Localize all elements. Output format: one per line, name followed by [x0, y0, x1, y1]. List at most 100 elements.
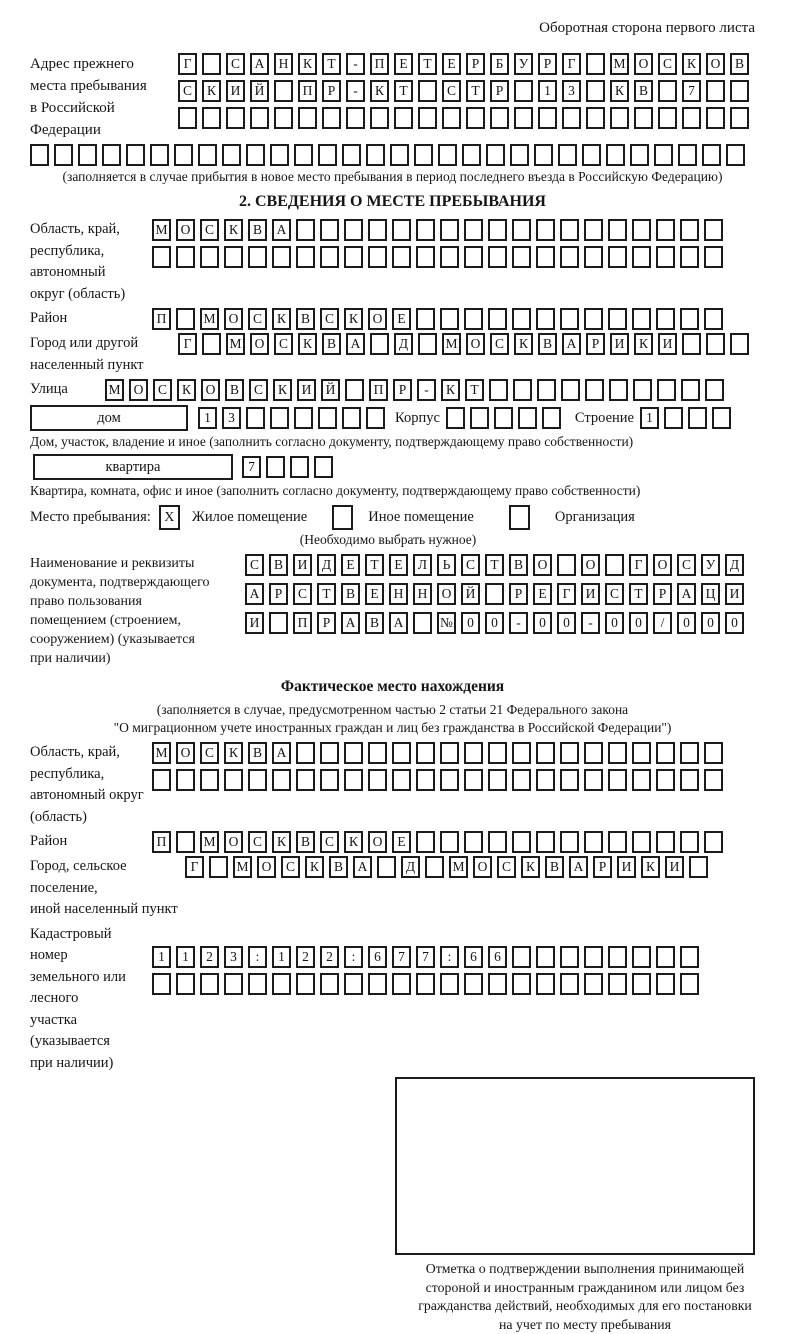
char-box[interactable] — [269, 612, 288, 634]
char-box[interactable]: - — [509, 612, 528, 634]
char-box[interactable] — [584, 246, 603, 268]
char-box[interactable]: С — [677, 554, 696, 576]
char-box[interactable] — [608, 246, 627, 268]
char-box[interactable] — [608, 308, 627, 330]
char-box[interactable]: В — [365, 612, 384, 634]
char-box[interactable]: № — [437, 612, 456, 634]
char-box[interactable] — [368, 219, 387, 241]
char-box[interactable] — [608, 769, 627, 791]
char-box[interactable] — [704, 308, 723, 330]
char-box[interactable] — [657, 379, 676, 401]
char-box[interactable]: : — [248, 945, 267, 968]
char-box[interactable] — [274, 107, 293, 129]
char-box[interactable]: С — [274, 333, 293, 355]
char-box[interactable] — [176, 972, 195, 995]
char-box[interactable]: 0 — [533, 612, 552, 634]
char-box[interactable] — [270, 407, 289, 429]
char-box[interactable]: С — [442, 80, 461, 102]
char-box[interactable] — [560, 246, 579, 268]
char-box[interactable] — [656, 742, 675, 764]
char-box[interactable]: А — [677, 583, 696, 605]
char-box[interactable] — [680, 742, 699, 764]
char-box[interactable]: А — [250, 53, 269, 75]
char-box[interactable]: Т — [418, 53, 437, 75]
char-box[interactable] — [298, 107, 317, 129]
char-box[interactable]: В — [545, 856, 564, 878]
char-box[interactable] — [562, 107, 581, 129]
char-box[interactable] — [486, 144, 505, 166]
char-box[interactable]: Т — [466, 80, 485, 102]
char-box[interactable] — [438, 144, 457, 166]
char-box[interactable]: Н — [413, 583, 432, 605]
char-box[interactable]: О — [224, 831, 243, 853]
stroenie-boxrow[interactable]: 1 — [639, 407, 731, 429]
char-box[interactable] — [266, 456, 285, 478]
char-box[interactable]: 7 — [682, 80, 701, 102]
char-box[interactable] — [512, 742, 531, 764]
char-box[interactable]: В — [509, 554, 528, 576]
char-box[interactable] — [584, 219, 603, 241]
char-box[interactable]: 0 — [461, 612, 480, 634]
char-box[interactable] — [469, 407, 489, 429]
char-box[interactable]: М — [105, 379, 124, 401]
char-box[interactable]: Д — [401, 856, 420, 878]
char-box[interactable]: И — [297, 379, 316, 401]
char-box[interactable] — [706, 333, 725, 355]
char-box[interactable]: А — [562, 333, 581, 355]
char-box[interactable] — [608, 945, 627, 968]
char-box[interactable] — [174, 144, 193, 166]
char-box[interactable] — [541, 407, 561, 429]
char-box[interactable] — [632, 769, 651, 791]
char-box[interactable] — [680, 769, 699, 791]
char-box[interactable] — [536, 246, 555, 268]
char-box[interactable] — [680, 831, 699, 853]
char-box[interactable] — [346, 107, 365, 129]
char-box[interactable]: К — [224, 742, 243, 764]
char-box[interactable] — [272, 246, 291, 268]
char-box[interactable] — [561, 379, 580, 401]
char-box[interactable] — [512, 972, 531, 995]
char-box[interactable]: - — [581, 612, 600, 634]
char-box[interactable] — [392, 972, 411, 995]
char-box[interactable] — [440, 742, 459, 764]
char-box[interactable] — [440, 769, 459, 791]
char-box[interactable]: 0 — [605, 612, 624, 634]
char-box[interactable]: И — [293, 554, 312, 576]
char-box[interactable] — [560, 308, 579, 330]
char-box[interactable]: 7 — [416, 945, 435, 968]
char-box[interactable]: 0 — [677, 612, 696, 634]
char-box[interactable] — [704, 831, 723, 853]
char-box[interactable]: К — [521, 856, 540, 878]
char-box[interactable]: Т — [322, 53, 341, 75]
char-box[interactable] — [510, 144, 529, 166]
char-box[interactable]: Т — [465, 379, 484, 401]
char-box[interactable]: А — [341, 612, 360, 634]
char-box[interactable]: В — [248, 742, 267, 764]
char-box[interactable] — [202, 107, 221, 129]
char-box[interactable]: А — [245, 583, 264, 605]
char-box[interactable]: К — [272, 831, 291, 853]
char-box[interactable] — [445, 407, 465, 429]
char-box[interactable]: С — [293, 583, 312, 605]
char-box[interactable] — [270, 144, 289, 166]
char-box[interactable] — [536, 219, 555, 241]
char-box[interactable]: И — [725, 583, 744, 605]
char-box[interactable] — [318, 407, 337, 429]
char-box[interactable] — [344, 972, 363, 995]
char-box[interactable] — [246, 407, 265, 429]
char-box[interactable] — [248, 246, 267, 268]
char-box[interactable] — [377, 856, 396, 878]
char-box[interactable]: Р — [322, 80, 341, 102]
char-box[interactable] — [558, 144, 577, 166]
char-box[interactable]: Д — [394, 333, 413, 355]
char-box[interactable]: С — [178, 80, 197, 102]
char-box[interactable] — [681, 379, 700, 401]
char-box[interactable]: Д — [317, 554, 336, 576]
char-box[interactable]: П — [369, 379, 388, 401]
char-box[interactable] — [150, 144, 169, 166]
char-box[interactable] — [702, 144, 721, 166]
char-box[interactable]: Л — [413, 554, 432, 576]
char-box[interactable] — [152, 769, 171, 791]
char-box[interactable] — [464, 831, 483, 853]
